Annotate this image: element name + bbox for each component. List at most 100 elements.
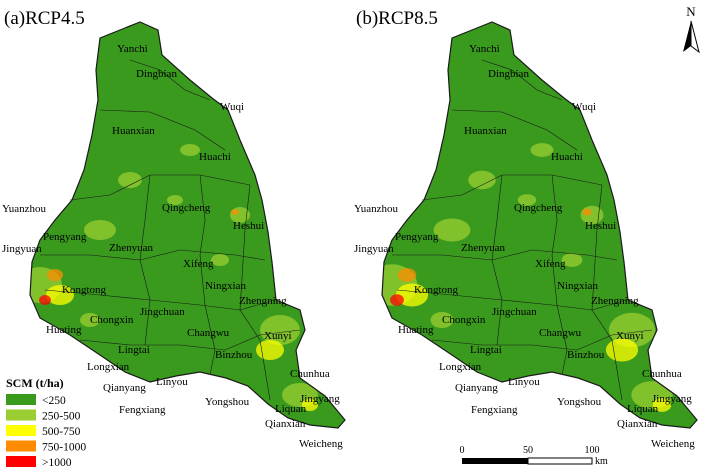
scm-hotspot [256, 340, 284, 360]
place-label: Liquan [627, 403, 659, 415]
hotspots-layer [382, 143, 673, 412]
place-label: Jingyang [300, 393, 340, 405]
place-label: Zhengning [239, 295, 287, 307]
scale-tick-50: 50 [523, 445, 533, 456]
scale-tick-100: 100 [585, 445, 600, 456]
place-label: Qianyang [103, 382, 146, 394]
scale-tick-0: 0 [460, 445, 465, 456]
place-label: Xunyi [616, 330, 644, 342]
map-panel-rcp85: Yanchi Dingbian Wuqi Huanxian Huachi Qingchen… [354, 8, 698, 450]
place-label: Heshui [585, 220, 616, 232]
north-arrow: N [683, 4, 700, 54]
scm-hotspot [46, 285, 74, 305]
scm-hotspot [39, 295, 51, 305]
north-arrow-right-half [690, 20, 700, 54]
place-label: Jingchuan [140, 306, 185, 318]
scale-unit: km [595, 456, 608, 467]
place-label: Pengyang [43, 231, 87, 243]
scale-segment-1 [462, 458, 528, 464]
place-label: Huachi [551, 151, 583, 163]
place-label: Fengxiang [471, 404, 518, 416]
place-label: Lingtai [118, 344, 150, 356]
scm-hotspot [397, 268, 417, 282]
place-label: Qingcheng [162, 202, 211, 214]
scm-hotspot [84, 220, 116, 240]
place-label: Linyou [156, 376, 188, 388]
place-label: Qingcheng [514, 202, 563, 214]
place-label: Ningxian [557, 280, 598, 292]
north-arrow-left-half [683, 21, 691, 52]
place-label: Wuqi [572, 101, 596, 113]
place-label: Binzhou [215, 349, 253, 361]
place-label: Jingyang [652, 393, 692, 405]
north-label: N [686, 4, 696, 19]
place-labels: Yanchi Dingbian Wuqi Huanxian Huachi Qingchen… [354, 43, 695, 450]
scm-hotspot [180, 144, 200, 156]
legend-swatch [6, 394, 36, 405]
place-labels: Yanchi Dingbian Wuqi Huanxian Huachi Qingchen… [2, 43, 343, 450]
legend-label: 500-750 [42, 426, 81, 438]
legend-swatch [6, 440, 36, 452]
scm-hotspot [211, 254, 229, 266]
scm-hotspot [118, 172, 142, 188]
scm-hotspot [80, 313, 100, 327]
scm-hotspot [468, 170, 496, 190]
scm-hotspot [582, 208, 592, 216]
scm-hotspot [395, 283, 429, 307]
place-label: Xunyi [264, 330, 292, 342]
hotspots-layer [30, 144, 318, 411]
place-label: Wuqi [220, 101, 244, 113]
place-label: Kongtong [414, 284, 459, 296]
legend-swatch [6, 409, 36, 421]
place-label: Zhenyuan [461, 242, 505, 254]
place-label: Huanxian [112, 125, 155, 137]
place-label: Yuanzhou [354, 203, 398, 215]
place-label: Xifeng [535, 258, 566, 270]
scm-hotspot [652, 398, 672, 412]
place-label: Liquan [275, 403, 307, 415]
place-label: Dingbian [488, 68, 529, 80]
legend-label: <250 [42, 395, 66, 407]
legend-swatch [6, 425, 36, 436]
place-label: Yongshou [205, 396, 250, 408]
scm-hotspot [433, 218, 471, 242]
scale-bar: 0 50 100 km [460, 445, 609, 467]
place-label: Weicheng [299, 438, 343, 450]
place-label: Qianxian [265, 418, 306, 430]
place-label: Longxian [87, 361, 130, 373]
legend-label: 250-500 [42, 411, 81, 423]
place-label: Pengyang [395, 231, 439, 243]
legend-label: >1000 [42, 457, 72, 469]
place-label: Qianxian [617, 418, 658, 430]
place-label: Yongshou [557, 396, 602, 408]
place-label: Yanchi [117, 43, 148, 55]
scm-hotspot [430, 311, 454, 329]
county-boundaries [40, 59, 301, 401]
place-label: Chongxin [442, 314, 486, 326]
scm-hotspot [47, 269, 63, 281]
place-label: Jingchuan [492, 306, 537, 318]
panel-title: (b)RCP8.5 [356, 8, 438, 29]
scale-segment-2 [527, 457, 593, 465]
place-label: Chunhua [290, 368, 330, 380]
place-label: Linyou [508, 376, 540, 388]
place-label: Zhengning [591, 295, 639, 307]
place-label: Weicheng [651, 438, 695, 450]
place-label: Longxian [439, 361, 482, 373]
legend-title: SCM (t/ha) [6, 376, 64, 390]
place-label: Yuanzhou [2, 203, 46, 215]
place-label: Dingbian [136, 68, 177, 80]
scm-hotspot [530, 143, 554, 157]
place-label: Changwu [539, 327, 582, 339]
place-label: Zhenyuan [109, 242, 153, 254]
place-label: Fengxiang [119, 404, 166, 416]
place-label: Jingyuan [2, 243, 42, 255]
place-label: Heshui [233, 220, 264, 232]
scm-hotspot [390, 294, 404, 306]
panel-title: (a)RCP4.5 [4, 8, 85, 29]
place-label: Chunhua [642, 368, 682, 380]
place-label: Kongtong [62, 284, 107, 296]
legend: SCM (t/ha) <250 250-500 500-750 750-1000 >10… [6, 376, 86, 469]
legend-label: 750-1000 [42, 442, 86, 454]
